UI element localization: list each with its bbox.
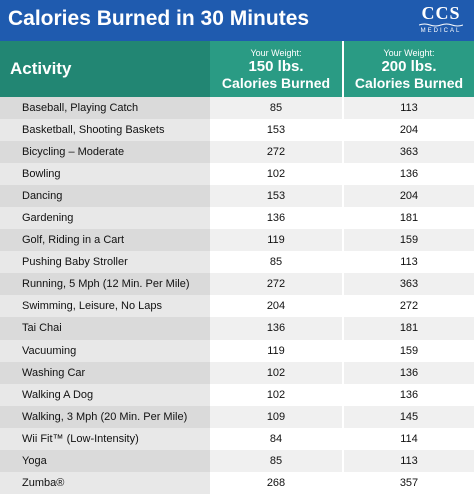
header-activity: Activity	[0, 41, 210, 97]
table-row: Yoga 85 113	[0, 449, 474, 472]
page-title: Calories Burned in 30 Minutes	[8, 7, 310, 30]
table-row: Baseball, Playing Catch 85 113	[0, 97, 474, 120]
table-row: Vacuuming 119 159	[0, 339, 474, 362]
table-row: Golf, Riding in a Cart 119 159	[0, 229, 474, 252]
calories-200-cell: 363	[342, 141, 474, 164]
title-bar: Calories Burned in 30 Minutes CCS MEDICA…	[0, 0, 474, 41]
table-row: Running, 5 Mph (12 Min. Per Mile) 272 363	[0, 273, 474, 296]
calories-150-cell: 85	[210, 251, 342, 274]
calories-200-cell: 136	[342, 163, 474, 186]
calories-200-cell: 114	[342, 427, 474, 450]
calories-150-cell: 102	[210, 383, 342, 406]
calories-150-cell: 268	[210, 471, 342, 494]
activity-cell: Walking A Dog	[0, 383, 210, 406]
calories-200-cell: 272	[342, 295, 474, 318]
activity-cell: Bicycling – Moderate	[0, 141, 210, 164]
header-150-lbs: Your Weight: 150 lbs. Calories Burned	[210, 41, 342, 97]
logo-sub-text: MEDICAL	[420, 28, 462, 34]
activity-cell: Washing Car	[0, 361, 210, 384]
calories-150-cell: 119	[210, 229, 342, 252]
calories-150-cell: 102	[210, 361, 342, 384]
table-row: Pushing Baby Stroller 85 113	[0, 251, 474, 274]
calories-150-cell: 119	[210, 339, 342, 362]
activity-cell: Pushing Baby Stroller	[0, 251, 210, 274]
calories-200-cell: 363	[342, 273, 474, 296]
calories-150-cell: 136	[210, 207, 342, 230]
table-row: Washing Car 102 136	[0, 361, 474, 384]
activity-cell: Vacuuming	[0, 339, 210, 362]
calories-200-cell: 145	[342, 405, 474, 428]
table-row: Tai Chai 136 181	[0, 317, 474, 340]
table-row: Dancing 153 204	[0, 185, 474, 208]
activity-cell: Zumba®	[0, 471, 210, 494]
calories-200-cell: 204	[342, 119, 474, 142]
calories-200-cell: 357	[342, 471, 474, 494]
calories-150-cell: 136	[210, 317, 342, 340]
ccs-medical-logo: CCS MEDICAL	[414, 3, 468, 37]
calories-200-cell: 159	[342, 229, 474, 252]
table-row: Zumba® 268 357	[0, 471, 474, 494]
activity-cell: Dancing	[0, 185, 210, 208]
calories-150-cell: 204	[210, 295, 342, 318]
calories-200-cell: 113	[342, 449, 474, 472]
logo-wave-icon	[419, 23, 463, 27]
calories-150-cell: 84	[210, 427, 342, 450]
table-row: Bicycling – Moderate 272 363	[0, 141, 474, 164]
activity-cell: Running, 5 Mph (12 Min. Per Mile)	[0, 273, 210, 296]
calories-200-cell: 159	[342, 339, 474, 362]
header-weight-value: 150 lbs.	[248, 58, 304, 75]
table-body: Baseball, Playing Catch 85 113 Basketball,…	[0, 97, 474, 494]
table-row: Walking A Dog 102 136	[0, 383, 474, 406]
activity-cell: Baseball, Playing Catch	[0, 97, 210, 120]
table-row: Wii Fit™ (Low-Intensity) 84 114	[0, 427, 474, 450]
calories-150-cell: 109	[210, 405, 342, 428]
header-weight-caption: Your Weight:	[383, 48, 435, 58]
header-200-lbs: Your Weight: 200 lbs. Calories Burned	[342, 41, 474, 97]
calories-150-cell: 85	[210, 97, 342, 120]
activity-cell: Basketball, Shooting Baskets	[0, 119, 210, 142]
calories-150-cell: 272	[210, 141, 342, 164]
header-weight-caption: Your Weight:	[250, 48, 302, 58]
activity-cell: Tai Chai	[0, 317, 210, 340]
calories-150-cell: 153	[210, 185, 342, 208]
table-row: Walking, 3 Mph (20 Min. Per Mile) 109 145	[0, 405, 474, 428]
table-row: Swimming, Leisure, No Laps 204 272	[0, 295, 474, 318]
header-calories-label: Calories Burned	[354, 75, 464, 91]
activity-cell: Swimming, Leisure, No Laps	[0, 295, 210, 318]
calories-200-cell: 181	[342, 207, 474, 230]
calories-150-cell: 272	[210, 273, 342, 296]
calories-200-cell: 136	[342, 383, 474, 406]
calories-150-cell: 102	[210, 163, 342, 186]
calories-150-cell: 85	[210, 449, 342, 472]
logo-main-text: CCS	[421, 3, 461, 23]
activity-cell: Yoga	[0, 449, 210, 472]
activity-cell: Walking, 3 Mph (20 Min. Per Mile)	[0, 405, 210, 428]
table-row: Bowling 102 136	[0, 163, 474, 186]
table-row: Basketball, Shooting Baskets 153 204	[0, 119, 474, 142]
calories-200-cell: 204	[342, 185, 474, 208]
calories-200-cell: 113	[342, 97, 474, 120]
activity-cell: Golf, Riding in a Cart	[0, 229, 210, 252]
calories-200-cell: 113	[342, 251, 474, 274]
header-calories-label: Calories Burned	[221, 75, 331, 91]
table-header: Activity Your Weight: 150 lbs. Calories …	[0, 41, 474, 97]
calories-200-cell: 181	[342, 317, 474, 340]
activity-cell: Bowling	[0, 163, 210, 186]
calories-150-cell: 153	[210, 119, 342, 142]
table-row: Gardening 136 181	[0, 207, 474, 230]
activity-cell: Wii Fit™ (Low-Intensity)	[0, 427, 210, 450]
activity-cell: Gardening	[0, 207, 210, 230]
header-weight-value: 200 lbs.	[381, 58, 437, 75]
calories-200-cell: 136	[342, 361, 474, 384]
